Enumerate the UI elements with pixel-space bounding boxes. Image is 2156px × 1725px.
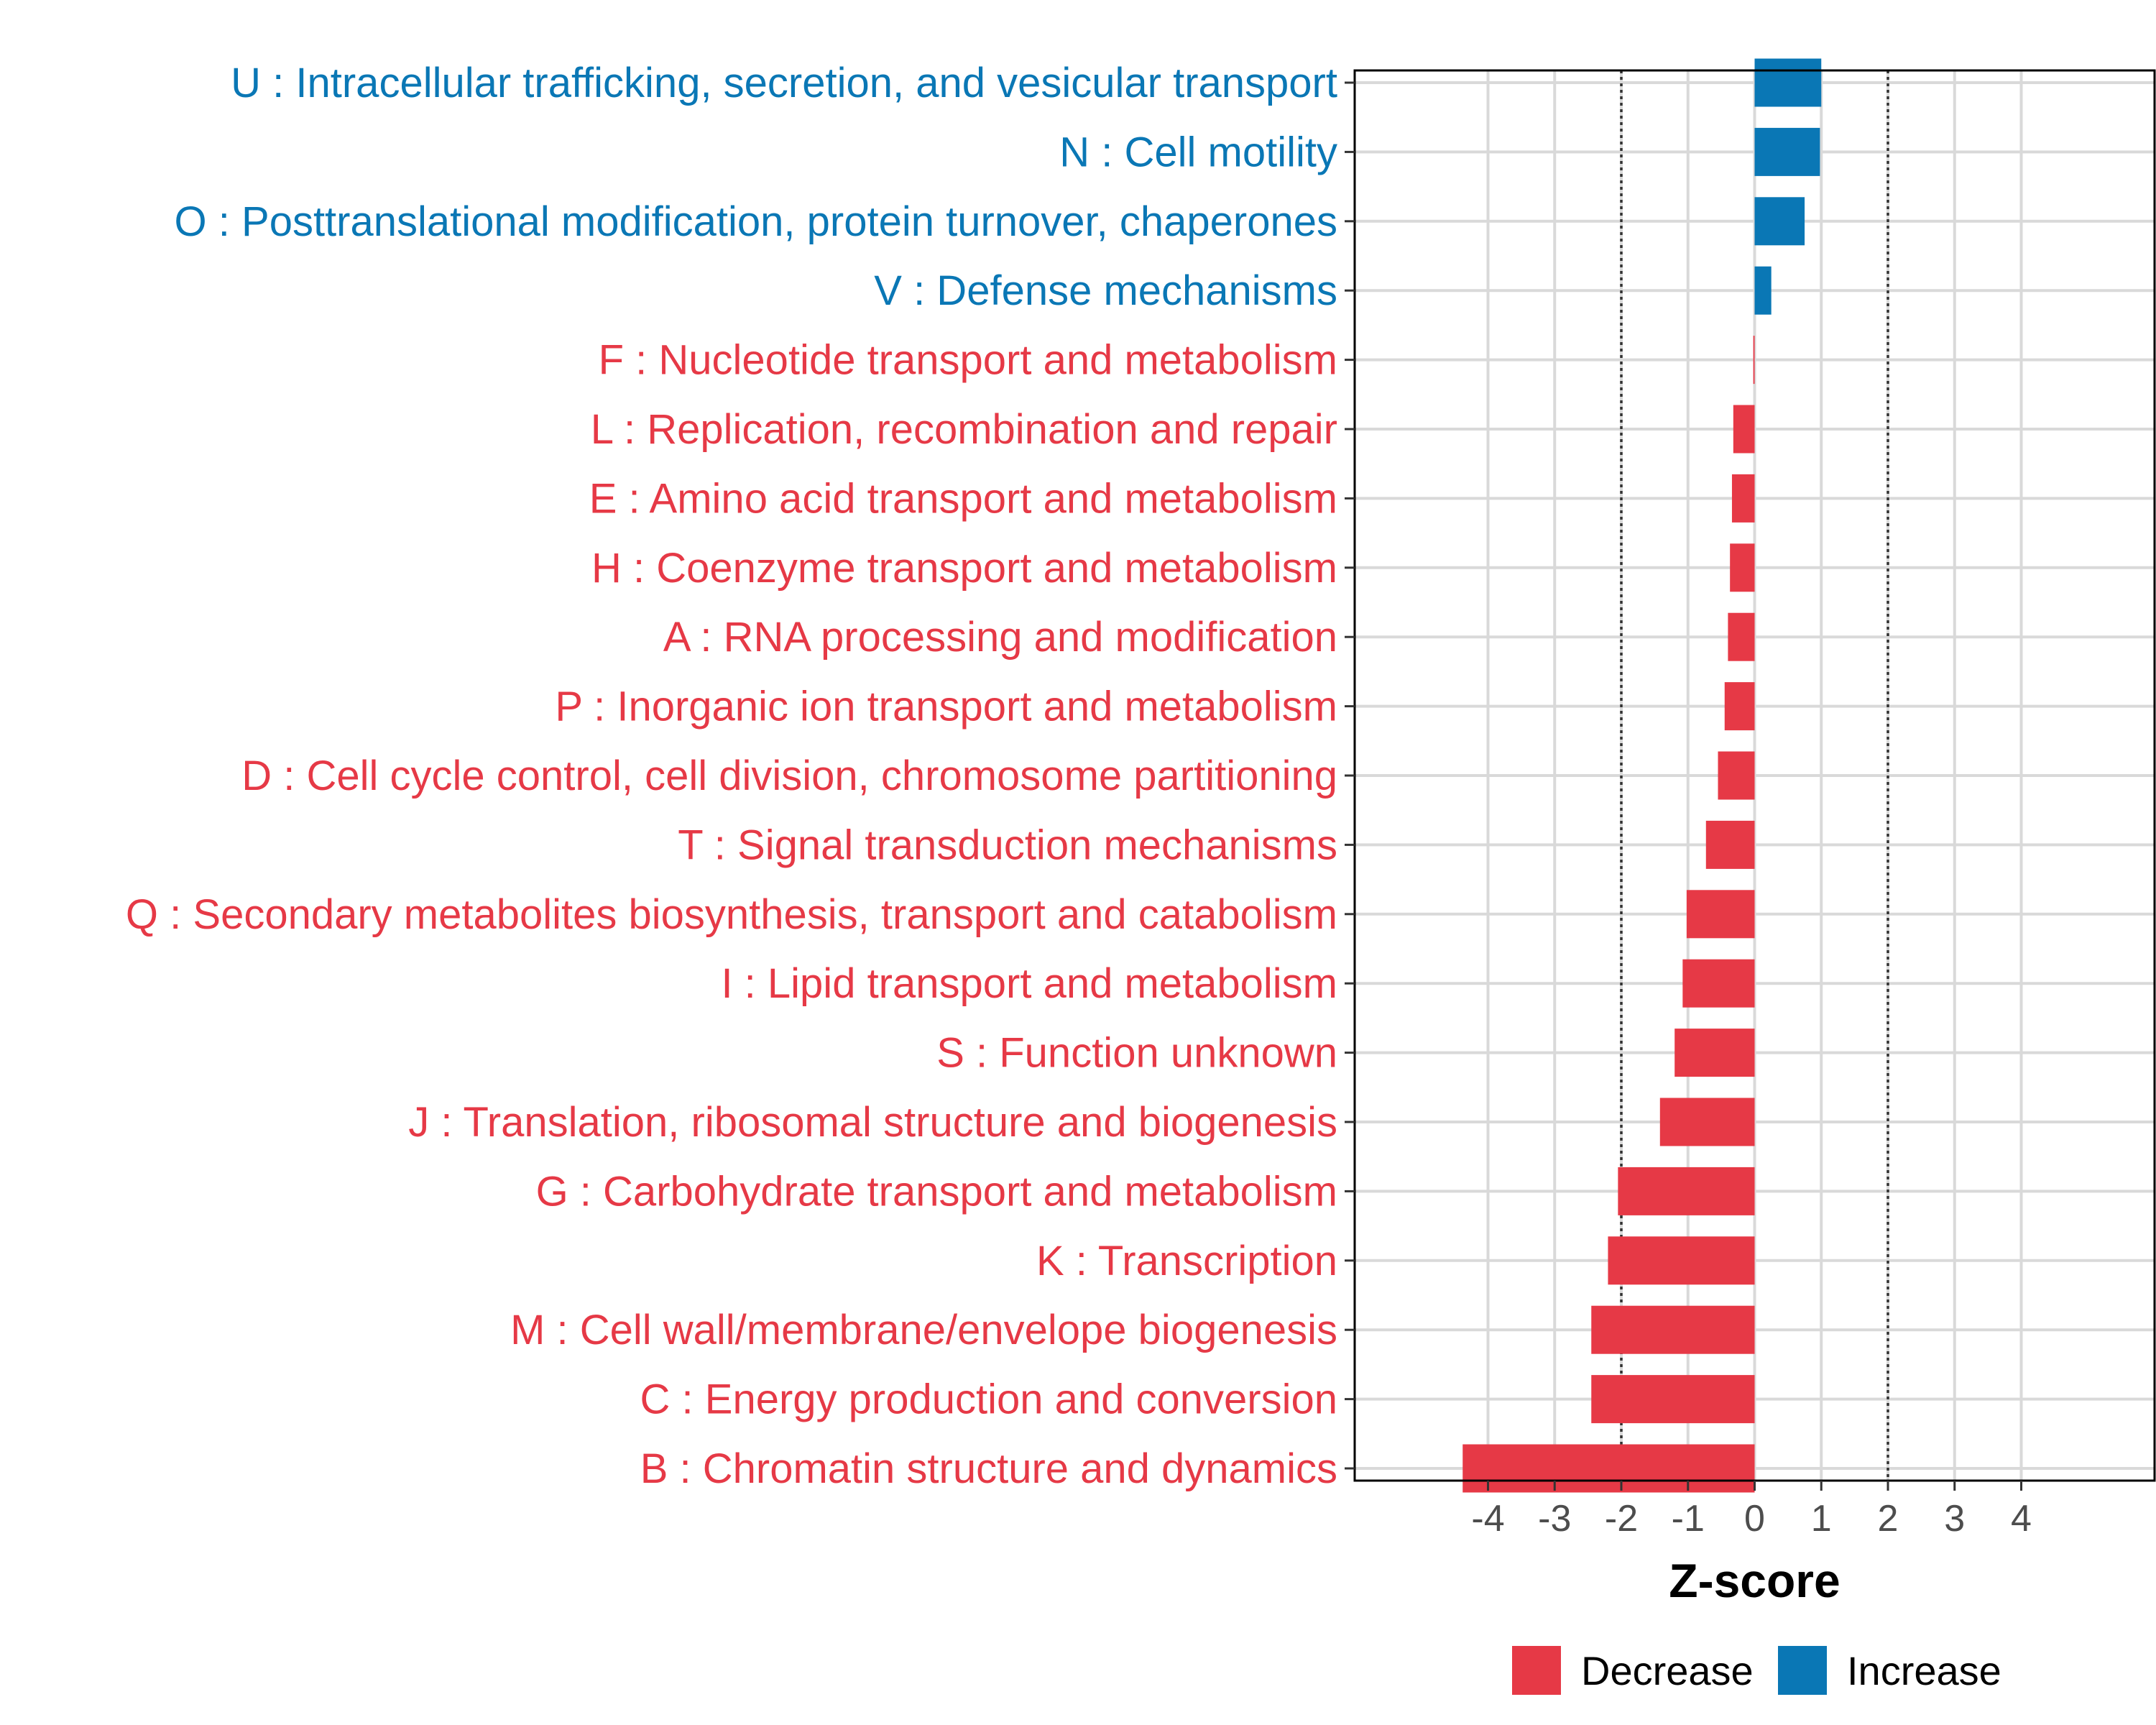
bar xyxy=(1682,959,1755,1008)
legend-key xyxy=(1512,1646,1561,1695)
legend-key xyxy=(1778,1646,1827,1695)
x-tick-label: 1 xyxy=(1811,1498,1832,1540)
legend: Decrease Increase xyxy=(1512,1646,2001,1695)
category-label: S : Function unknown xyxy=(936,1030,1337,1077)
category-label: Q : Secondary metabolites biosynthesis, … xyxy=(126,891,1337,938)
category-label: N : Cell motility xyxy=(1059,129,1337,175)
category-label: B : Chromatin structure and dynamics xyxy=(640,1445,1337,1492)
bar xyxy=(1731,474,1755,523)
bar xyxy=(1705,820,1755,869)
y-axis-ticks xyxy=(1345,81,1355,1470)
x-tick-label: 0 xyxy=(1744,1498,1765,1540)
bar xyxy=(1686,890,1755,939)
category-label: J : Translation, ribosomal structure and… xyxy=(408,1099,1337,1146)
category-label: E : Amino acid transport and metabolism xyxy=(589,475,1337,522)
x-tick-label: -4 xyxy=(1471,1498,1504,1540)
bar xyxy=(1754,266,1772,315)
bar xyxy=(1754,197,1805,246)
category-label: O : Posttranslational modification, prot… xyxy=(175,198,1337,245)
bar xyxy=(1462,1444,1755,1493)
bar xyxy=(1754,58,1822,107)
category-label: C : Energy production and conversion xyxy=(640,1376,1337,1423)
bar xyxy=(1753,336,1755,385)
category-label: M : Cell wall/membrane/envelope biogenes… xyxy=(510,1307,1337,1353)
x-tick-label: -1 xyxy=(1672,1498,1705,1540)
category-label: T : Signal transduction mechanisms xyxy=(678,822,1337,868)
category-label: A : RNA processing and modification xyxy=(663,614,1337,661)
legend-label: Increase xyxy=(1847,1648,2001,1693)
bar xyxy=(1728,612,1755,661)
bar xyxy=(1591,1375,1755,1424)
legend-label: Decrease xyxy=(1581,1648,1754,1693)
x-tick-label: 2 xyxy=(1878,1498,1899,1540)
category-label: G : Carbohydrate transport and metabolis… xyxy=(536,1168,1337,1215)
x-axis-ticks xyxy=(1487,1481,2022,1491)
bars xyxy=(1462,58,1822,1493)
category-label: L : Replication, recombination and repai… xyxy=(591,406,1337,453)
y-axis-labels: U : Intracellular trafficking, secretion… xyxy=(126,60,1337,1492)
category-label: P : Inorganic ion transport and metaboli… xyxy=(555,684,1337,730)
bar xyxy=(1730,543,1755,592)
bar xyxy=(1754,127,1820,176)
bar xyxy=(1718,751,1755,800)
x-axis-title: Z-score xyxy=(1669,1554,1840,1607)
category-label: H : Coenzyme transport and metabolism xyxy=(591,545,1337,592)
x-tick-label: -3 xyxy=(1538,1498,1571,1540)
reference-lines xyxy=(1620,70,1889,1481)
bar xyxy=(1674,1029,1755,1077)
category-label: V : Defense mechanisms xyxy=(874,267,1337,314)
bar xyxy=(1659,1098,1755,1146)
bar xyxy=(1591,1305,1755,1354)
category-label: K : Transcription xyxy=(1036,1238,1337,1284)
category-label: F : Nucleotide transport and metabolism xyxy=(599,337,1337,384)
category-label: I : Lipid transport and metabolism xyxy=(721,960,1337,1007)
bar xyxy=(1724,682,1755,731)
category-label: U : Intracellular trafficking, secretion… xyxy=(231,60,1337,106)
category-label: D : Cell cycle control, cell division, c… xyxy=(241,753,1337,799)
bar xyxy=(1618,1167,1755,1215)
x-axis-labels: -4 -3 -2 -1 0 1 2 3 4 xyxy=(1471,1498,2032,1540)
bar xyxy=(1733,405,1755,454)
x-tick-label: 3 xyxy=(1944,1498,1965,1540)
bar xyxy=(1608,1236,1755,1285)
x-tick-label: -2 xyxy=(1605,1498,1638,1540)
x-tick-label: 4 xyxy=(2011,1498,2032,1540)
